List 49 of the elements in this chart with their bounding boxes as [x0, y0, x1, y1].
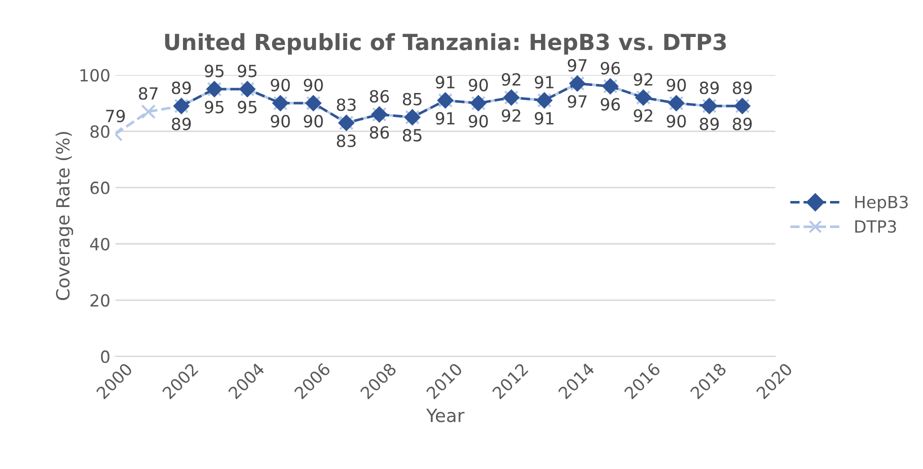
chart-title: United Republic of Tanzania: HepB3 vs. DTP3 — [165, 33, 726, 55]
data-label: 90 — [468, 114, 488, 128]
data-label: 95 — [204, 64, 224, 78]
data-label: 83 — [336, 98, 356, 112]
data-label: 92 — [634, 109, 652, 122]
data-label: 85 — [402, 92, 422, 106]
y-tick-label: 0 — [101, 350, 110, 364]
data-label: 92 — [634, 73, 652, 86]
data-label: 91 — [436, 112, 454, 125]
data-label: 89 — [172, 82, 191, 94]
data-label: 86 — [370, 126, 389, 139]
data-label: 87 — [138, 87, 158, 100]
y-axis-title: Coverage Rate (%) — [56, 132, 74, 300]
data-label: 90 — [468, 78, 488, 92]
data-label: 97 — [568, 95, 587, 108]
data-label: 91 — [534, 112, 554, 125]
data-label: 86 — [370, 90, 389, 103]
y-tick-label: 80 — [90, 125, 110, 138]
y-tick-label: 60 — [90, 182, 110, 194]
data-label: 90 — [304, 78, 323, 92]
data-label: 96 — [600, 98, 620, 111]
data-label: 97 — [568, 59, 587, 72]
data-label: 92 — [502, 109, 520, 122]
data-label: 91 — [534, 76, 554, 89]
x-axis-title: Year — [426, 408, 464, 422]
y-tick-label: 20 — [90, 294, 110, 307]
data-label: 95 — [204, 100, 224, 114]
legend-label: DTP3 — [855, 220, 896, 233]
data-label: 79 — [106, 110, 125, 122]
data-label: 90 — [666, 78, 686, 92]
data-label: 89 — [700, 82, 719, 94]
y-tick-label: 40 — [90, 238, 110, 250]
data-label: 95 — [238, 100, 257, 114]
data-label: 89 — [732, 82, 752, 94]
data-label: 92 — [502, 73, 520, 86]
data-label: 90 — [666, 114, 686, 128]
data-label: 90 — [270, 78, 290, 92]
data-label: 96 — [600, 62, 620, 74]
data-label: 85 — [402, 128, 422, 142]
data-label: 91 — [436, 76, 454, 89]
data-label: 89 — [732, 118, 752, 130]
data-label: 89 — [700, 118, 719, 130]
data-label: 89 — [172, 118, 191, 130]
data-label: 90 — [270, 114, 290, 128]
legend-label: HepB3 — [855, 196, 908, 212]
data-label: 83 — [336, 134, 356, 148]
y-tick-label: 100 — [80, 69, 110, 82]
data-label: 95 — [238, 64, 257, 78]
data-label: 90 — [304, 114, 323, 128]
